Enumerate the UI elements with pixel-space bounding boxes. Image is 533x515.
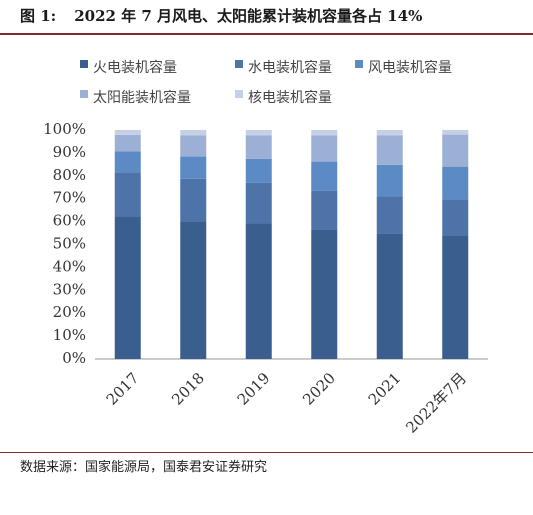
y-tick-label: 10% [53, 326, 86, 344]
y-tick-label: 60% [53, 212, 86, 230]
figure-title-text: 2022 年 7 月风电、太阳能累计装机容量各占 14% [74, 7, 423, 25]
bar-segment [311, 135, 338, 162]
bar-segment [311, 229, 338, 359]
bar-segment [114, 216, 141, 359]
legend-swatch [80, 90, 88, 98]
bar-segment [180, 130, 207, 136]
bar-segment [114, 151, 141, 173]
y-tick-label: 30% [53, 280, 86, 298]
y-tick-label: 50% [53, 235, 86, 253]
x-tick-label: 2017 [103, 369, 143, 409]
bar-segment [442, 199, 469, 236]
legend-swatch [235, 90, 243, 98]
bar-segment [376, 130, 403, 136]
bar-segment [114, 134, 141, 152]
bar-segment [376, 164, 403, 197]
bar-segment [180, 135, 207, 157]
source-divider [0, 452, 533, 453]
y-tick-label: 70% [53, 189, 86, 207]
bar-segment [245, 135, 272, 159]
y-tick-label: 100% [43, 120, 86, 138]
bar-segment [442, 134, 469, 167]
y-tick-label: 90% [53, 143, 86, 161]
bar-segment [442, 235, 469, 359]
bar-segment [311, 190, 338, 230]
bar-segment [311, 130, 338, 136]
x-tick-label: 2020 [299, 369, 339, 409]
bar-segment [180, 178, 207, 222]
bar-segment [245, 182, 272, 224]
legend-swatch [80, 60, 88, 68]
legend-swatch [355, 60, 363, 68]
legend-label: 风电装机容量 [368, 59, 452, 76]
bar-segment [376, 135, 403, 165]
y-tick-label: 0% [62, 349, 86, 367]
x-tick-label: 2019 [234, 369, 274, 409]
legend-label: 太阳能装机容量 [93, 89, 191, 106]
bar-segment [442, 130, 469, 135]
bar-segment [114, 172, 141, 217]
bar-segment [376, 233, 403, 359]
x-tick-label: 2018 [168, 369, 208, 409]
bar-segment [442, 166, 469, 200]
bar-segment [245, 130, 272, 136]
figure-label: 图 1: [20, 7, 57, 25]
x-tick-label: 2021 [365, 369, 405, 409]
bar-segment [245, 158, 272, 183]
source-note: 数据来源：国家能源局，国泰君安证券研究 [20, 460, 268, 475]
y-tick-label: 20% [53, 303, 86, 321]
figure-title: 图 1: 2022 年 7 月风电、太阳能累计装机容量各占 14% [0, 0, 533, 32]
x-tick-label: 2022年7月 [402, 369, 470, 437]
legend-swatch [235, 60, 243, 68]
title-divider [0, 33, 533, 35]
bar-segment [114, 130, 141, 135]
legend-label: 水电装机容量 [248, 59, 332, 76]
bar-segment [245, 223, 272, 359]
legend-label: 核电装机容量 [248, 89, 332, 106]
y-tick-label: 80% [53, 166, 86, 184]
legend-label: 火电装机容量 [93, 59, 177, 76]
bar-segment [180, 221, 207, 359]
bar-segment [376, 196, 403, 234]
y-tick-label: 40% [53, 257, 86, 275]
bar-segment [180, 156, 207, 179]
bar-segment [311, 161, 338, 191]
